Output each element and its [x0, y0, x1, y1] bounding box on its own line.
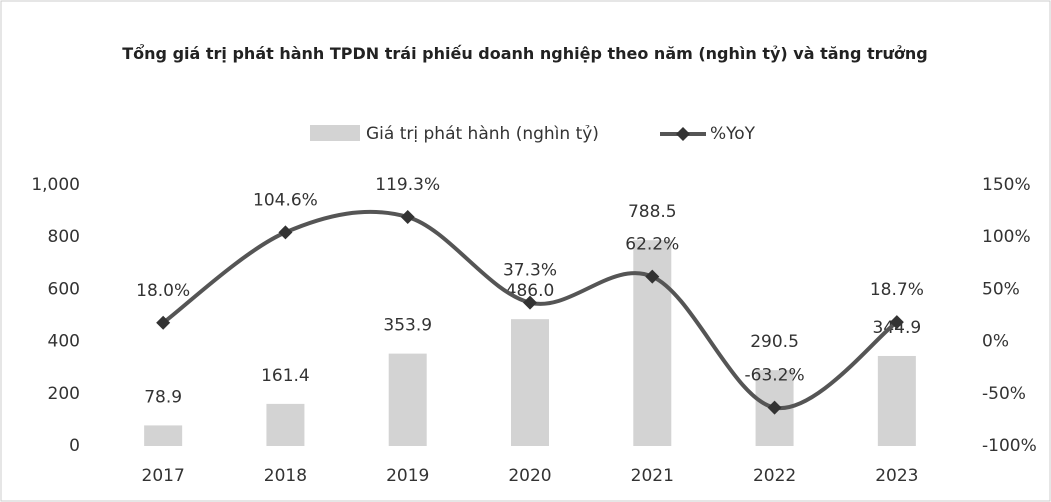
legend-swatch: [310, 125, 360, 141]
y-tick-label: 0: [69, 436, 80, 456]
line-marker: [400, 210, 415, 225]
bar-value-label: 290.5: [750, 332, 799, 352]
y2-tick-label: 100%: [982, 227, 1031, 247]
chart-title: Tổng giá trị phát hành TPDN trái phiếu d…: [122, 44, 928, 63]
line-value-label: 62.2%: [625, 235, 679, 255]
x-tick-label: 2023: [875, 466, 918, 486]
x-tick-label: 2018: [264, 466, 307, 486]
bar-value-label: 161.4: [261, 366, 310, 386]
x-tick-label: 2019: [386, 466, 429, 486]
y2-tick-label: 150%: [982, 175, 1031, 195]
x-tick-label: 2020: [508, 466, 551, 486]
line-value-label: -63.2%: [745, 366, 805, 386]
line-marker: [278, 225, 293, 240]
x-tick-label: 2017: [142, 466, 185, 486]
y2-tick-label: 0%: [982, 332, 1009, 352]
y-tick-label: 1,000: [31, 175, 80, 195]
y-tick-label: 600: [48, 279, 80, 299]
line-marker: [523, 295, 537, 310]
y-tick-label: 400: [48, 332, 80, 352]
legend-label: Giá trị phát hành (nghìn tỷ): [366, 124, 599, 144]
bar-value-label: 353.9: [383, 316, 432, 336]
y-tick-label: 800: [48, 227, 80, 247]
line-marker: [645, 269, 660, 284]
y2-tick-label: 50%: [982, 279, 1020, 299]
bar: [877, 355, 916, 446]
line-value-label: 18.7%: [870, 280, 924, 300]
x-tick-label: 2022: [753, 466, 796, 486]
bar-value-label: 78.9: [144, 387, 182, 407]
y-tick-label: 200: [48, 384, 80, 404]
line-marker: [889, 315, 904, 330]
line-value-label: 18.0%: [136, 281, 190, 301]
line-value-label: 119.3%: [375, 175, 440, 195]
bar-value-label: 788.5: [628, 202, 677, 222]
bar: [144, 425, 183, 446]
y2-tick-label: -100%: [982, 436, 1037, 456]
bar: [511, 319, 549, 446]
line-value-label: 37.3%: [503, 261, 557, 281]
line-value-label: 104.6%: [253, 190, 318, 210]
legend-label: %YoY: [710, 124, 756, 144]
line-marker: [156, 315, 171, 330]
line-marker: [767, 400, 782, 415]
bar: [388, 353, 427, 446]
y2-tick-label: -50%: [982, 384, 1026, 404]
x-tick-label: 2021: [631, 466, 674, 486]
bar: [266, 403, 305, 446]
legend-swatch: [676, 127, 690, 141]
